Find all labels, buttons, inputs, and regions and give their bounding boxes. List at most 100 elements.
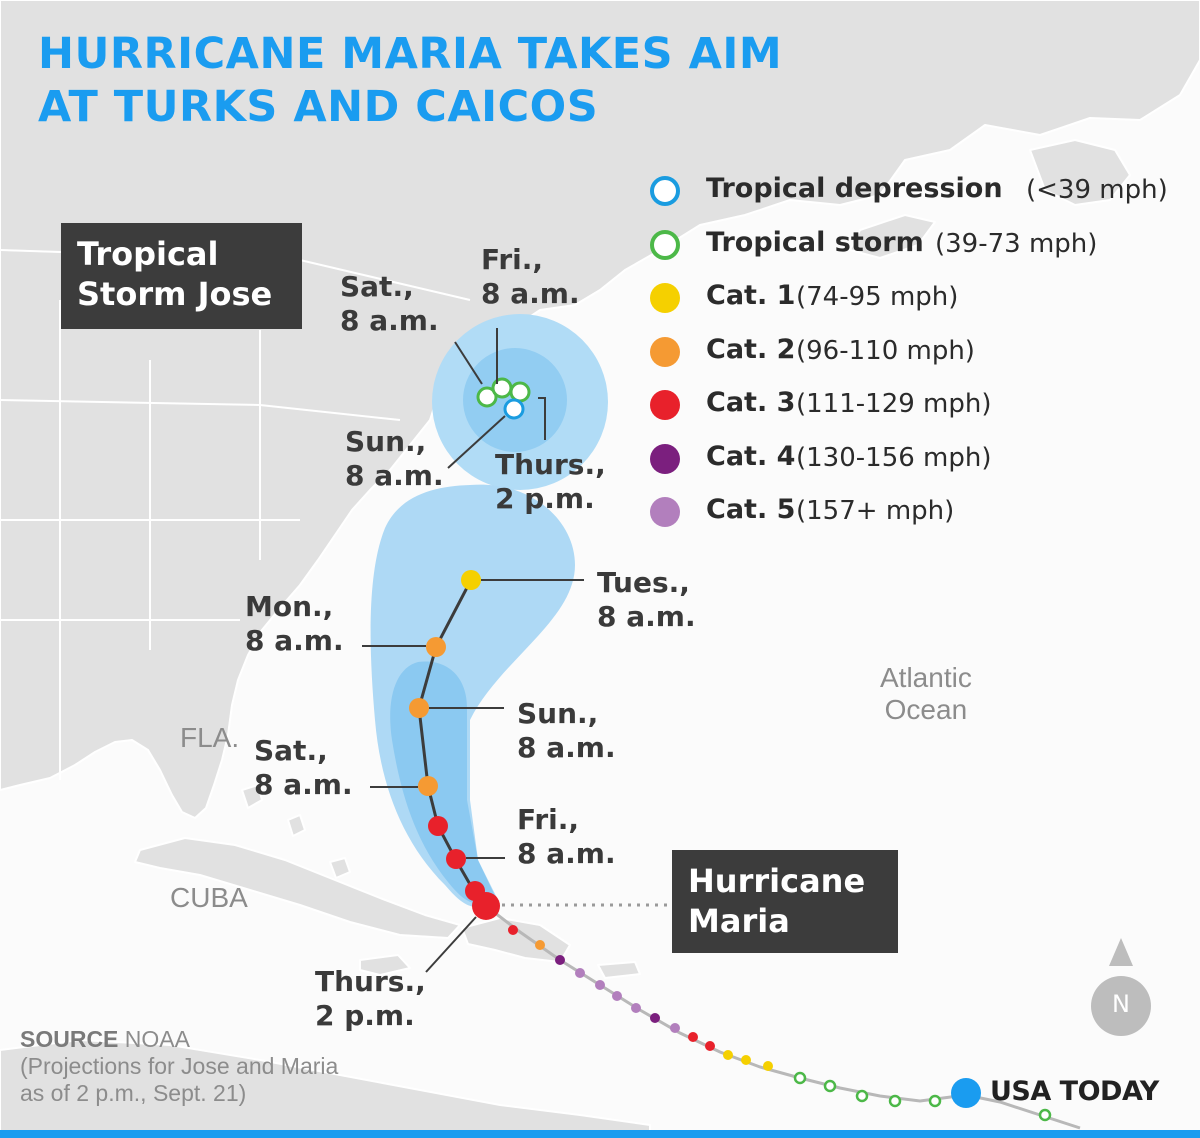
- place-label-fla: FLA.: [180, 722, 240, 753]
- label-time: 8 a.m.: [254, 768, 353, 801]
- label-day: Mon.,: [245, 590, 334, 623]
- past-dot-cat3: [688, 1032, 698, 1042]
- jose-point-fri: [491, 377, 513, 399]
- past-dot-storm: [888, 1094, 902, 1108]
- legend-label: Cat. 1: [706, 280, 796, 311]
- source-name: NOAA: [124, 1026, 190, 1052]
- source-credit: SOURCE NOAA (Projections for Jose and Ma…: [20, 1026, 338, 1107]
- jose-label-fri: Fri., 8 a.m.: [481, 243, 580, 311]
- jose-name-tag: Tropical Storm Jose: [61, 223, 302, 329]
- leader-lines: [362, 328, 672, 973]
- maria-name-line-2: Maria: [688, 902, 790, 940]
- label-day: Sun.,: [517, 697, 599, 730]
- legend-range: (<39 mph): [1026, 175, 1168, 205]
- past-dot-cat5: [670, 1023, 680, 1033]
- ring-icon: [650, 176, 680, 206]
- label-day: Thurs.,: [315, 965, 426, 998]
- jose-label-sat: Sat., 8 a.m.: [340, 270, 439, 338]
- label-time: 8 a.m.: [345, 459, 444, 492]
- past-dot-origin-depression: [951, 1078, 981, 1108]
- past-dot-cat4: [650, 1013, 660, 1023]
- source-note-line-1: (Projections for Jose and Maria: [20, 1053, 339, 1079]
- bahamas-island: [241, 784, 263, 809]
- past-dot-storm: [855, 1089, 869, 1103]
- maria-cone: [370, 484, 575, 908]
- label-time: 8 a.m.: [340, 304, 439, 337]
- jose-label-sun: Sun., 8 a.m.: [345, 425, 444, 493]
- compass-letter: N: [1112, 990, 1130, 1018]
- past-dot-cat5: [575, 968, 585, 978]
- past-track-dots: [508, 925, 1052, 1122]
- ring-icon: [650, 229, 680, 260]
- cuba-landmass: [134, 837, 461, 939]
- past-dot-storm: [793, 1071, 807, 1085]
- maria-point-sat-8am: [418, 776, 438, 796]
- page-title: HURRICANE MARIA TAKES AIM AT TURKS AND C…: [38, 28, 782, 134]
- past-dot-cat1: [741, 1055, 751, 1065]
- maria-forecast-points: [409, 570, 500, 920]
- maria-cone-inner: [390, 661, 496, 904]
- past-dot-cat3: [705, 1041, 715, 1051]
- leader-jose-sun: [447, 415, 506, 469]
- past-dot-cat1: [723, 1050, 733, 1060]
- label-day: Fri.,: [517, 803, 580, 836]
- bahamas-island-3: [329, 857, 351, 879]
- jose-point-sun: [503, 398, 525, 420]
- legend-range: (157+ mph): [796, 496, 955, 526]
- label-time: 8 a.m.: [517, 837, 616, 870]
- past-dot-cat5: [595, 980, 605, 990]
- north-america-landmass: [0, 0, 1200, 819]
- legend-label: Cat. 5: [706, 494, 796, 525]
- maria-label-thurs: Thurs., 2 p.m.: [315, 965, 426, 1033]
- legend-range: (111-129 mph): [796, 389, 992, 419]
- place-label-cuba: CUBA: [170, 882, 248, 913]
- legend-label: Cat. 4: [706, 440, 796, 472]
- maria-point-sun-8am: [409, 698, 429, 718]
- label-time: 2 p.m.: [495, 482, 595, 515]
- jose-label-thurs: Thurs., 2 p.m.: [495, 448, 606, 516]
- maria-point-mon-8am: [426, 637, 446, 657]
- compass: [1091, 938, 1151, 1036]
- newfoundland-landmass: [1029, 139, 1131, 206]
- source-line-1: SOURCE NOAA: [20, 1026, 338, 1053]
- jose-point-sat: [476, 386, 498, 408]
- maria-point-thurs-extra: [465, 881, 485, 901]
- maria-label-sun: Sun., 8 a.m.: [517, 697, 616, 765]
- compass-arrow-icon: [1109, 938, 1133, 966]
- maria-name-tag: Hurricane Maria: [672, 850, 898, 953]
- label-day: Tues.,: [597, 566, 690, 599]
- label-day: Thurs.,: [495, 448, 606, 481]
- label-day: Sun.,: [345, 425, 427, 458]
- past-dot-cat1: [763, 1061, 773, 1071]
- legend-label: Cat. 2: [706, 333, 796, 365]
- dot-icon: [650, 336, 680, 367]
- compass-circle: [1091, 976, 1151, 1036]
- past-dot-cat4: [555, 955, 565, 965]
- label-time: 8 a.m.: [597, 600, 696, 633]
- dot-icon: [650, 497, 680, 527]
- nova-scotia-landmass: [849, 214, 936, 259]
- label-day: Sat.,: [340, 270, 414, 303]
- maria-point-tues-8am: [461, 570, 481, 590]
- ocean-line-1: Atlantic: [880, 662, 972, 693]
- south-america-landmass: [0, 1039, 651, 1138]
- legend-label: Tropical depression: [706, 173, 1003, 204]
- jamaica-landmass: [359, 954, 411, 976]
- maria-point-fri-8am: [446, 849, 466, 869]
- past-dot-cat2: [535, 940, 545, 950]
- maria-point-thurs-night: [428, 816, 448, 836]
- source-label: SOURCE: [20, 1026, 119, 1052]
- legend-range: (74-95 mph): [796, 282, 959, 312]
- jose-point-thurs: [509, 381, 531, 403]
- maria-label-tues: Tues., 8 a.m.: [597, 566, 696, 634]
- usa-today-logo: USA TODAY: [990, 1076, 1159, 1107]
- legend-range: (96-110 mph): [796, 335, 975, 366]
- jose-name-line-2: Storm Jose: [77, 275, 273, 313]
- title-line-1: HURRICANE MARIA TAKES AIM: [38, 29, 783, 79]
- ocean-line-2: Ocean: [884, 694, 968, 725]
- legend-range: (39-73 mph): [935, 228, 1098, 259]
- past-dot-storm: [928, 1094, 942, 1108]
